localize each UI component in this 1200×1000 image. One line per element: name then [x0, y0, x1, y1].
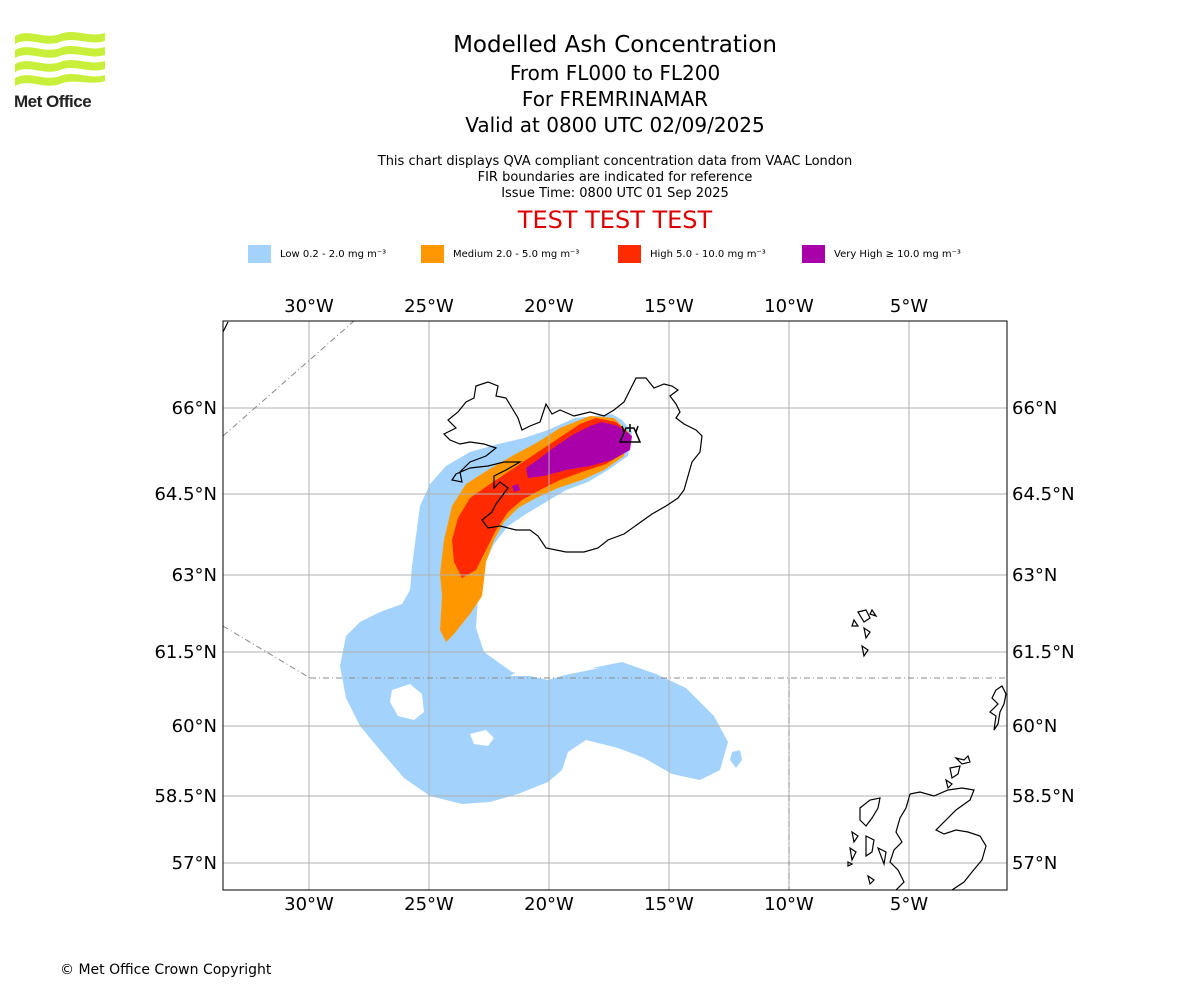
volcano-name: For FREMRINAMAR	[521, 87, 709, 111]
lat-label: 63°N	[1012, 565, 1057, 586]
lon-labels-bottom: 30°W 25°W 20°W 15°W 10°W 5°W	[284, 894, 928, 915]
graticule	[223, 321, 1007, 890]
lat-label: 57°N	[172, 853, 217, 874]
ash-gap-1	[390, 684, 424, 720]
lat-label: 58.5°N	[154, 786, 217, 807]
iceland-coast	[442, 377, 703, 553]
chart-header: Modelled Ash Concentration From FL000 to…	[300, 30, 930, 234]
copyright-notice: © Met Office Crown Copyright	[60, 962, 272, 978]
hebrides-coast	[847, 797, 887, 886]
lon-label: 10°W	[764, 296, 814, 317]
lon-label: 30°W	[284, 894, 334, 915]
test-banner: TEST TEST TEST	[517, 206, 713, 234]
legend-item-low: Low 0.2 - 2.0 mg m⁻³	[248, 244, 386, 264]
ash-low-islet	[730, 750, 742, 768]
description-line-2: FIR boundaries are indicated for referen…	[477, 170, 753, 185]
lon-label: 10°W	[764, 894, 814, 915]
lon-label: 25°W	[404, 894, 454, 915]
description-line-1: This chart displays QVA compliant concen…	[377, 154, 853, 169]
brand-name: Met Office	[14, 92, 92, 111]
met-office-logo: Met Office	[14, 30, 114, 114]
lon-label: 20°W	[524, 894, 574, 915]
lat-label: 66°N	[1012, 398, 1057, 419]
legend-label-very-high: Very High ≥ 10.0 mg m⁻³	[834, 248, 961, 260]
lat-label: 61.5°N	[1012, 642, 1075, 663]
lat-label: 58.5°N	[1012, 786, 1075, 807]
lat-label: 60°N	[1012, 716, 1057, 737]
map-frame	[222, 320, 1008, 891]
lat-label: 57°N	[1012, 853, 1057, 874]
ash-very-high-spot	[512, 484, 520, 492]
lat-label: 64.5°N	[154, 484, 217, 505]
flight-levels: From FL000 to FL200	[509, 61, 721, 85]
legend-swatch-medium	[421, 245, 444, 263]
lon-label: 5°W	[890, 894, 928, 915]
chart-title: Modelled Ash Concentration	[453, 32, 777, 58]
faroe-islands	[851, 608, 878, 658]
legend-item-medium: Medium 2.0 - 5.0 mg m⁻³	[421, 244, 579, 264]
legend-swatch-very-high	[802, 245, 825, 263]
lon-label: 30°W	[284, 296, 334, 317]
lon-label: 15°W	[644, 894, 694, 915]
scotland-coast	[889, 787, 987, 890]
greenland-coast	[223, 321, 229, 333]
lat-label: 66°N	[172, 398, 217, 419]
legend-label-medium: Medium 2.0 - 5.0 mg m⁻³	[453, 248, 580, 260]
lon-label: 20°W	[524, 296, 574, 317]
coastlines	[223, 321, 1007, 890]
volcano-icon	[618, 424, 642, 443]
legend-label-high: High 5.0 - 10.0 mg m⁻³	[650, 248, 766, 260]
lon-label: 15°W	[644, 296, 694, 317]
valid-time: Valid at 0800 UTC 02/09/2025	[465, 113, 765, 137]
lat-label: 64.5°N	[1012, 484, 1075, 505]
lon-label: 5°W	[890, 296, 928, 317]
ash-low-region	[340, 414, 728, 804]
ash-medium-region	[440, 416, 628, 642]
lat-label: 63°N	[172, 565, 217, 586]
logo-waves-icon	[15, 32, 105, 86]
shetland-coast	[989, 685, 1007, 731]
fir-boundaries	[223, 321, 1007, 890]
lat-label: 61.5°N	[154, 642, 217, 663]
ash-very-high-region	[526, 422, 632, 478]
lat-labels-left: 66°N 64.5°N 63°N 61.5°N 60°N 58.5°N 57°N	[154, 398, 217, 874]
legend-swatch-low	[248, 245, 271, 263]
lat-labels-right: 66°N 64.5°N 63°N 61.5°N 60°N 58.5°N 57°N	[1012, 398, 1075, 874]
legend-swatch-high	[618, 245, 641, 263]
issue-time: Issue Time: 0800 UTC 01 Sep 2025	[501, 186, 729, 201]
legend-item-very-high: Very High ≥ 10.0 mg m⁻³	[802, 244, 961, 264]
legend-label-low: Low 0.2 - 2.0 mg m⁻³	[280, 248, 387, 260]
ash-gap-3	[510, 668, 600, 676]
ash-gap-2	[470, 730, 494, 746]
lat-label: 60°N	[172, 716, 217, 737]
legend-item-high: High 5.0 - 10.0 mg m⁻³	[618, 244, 766, 264]
orkney-coast	[945, 754, 971, 790]
lon-labels-top: 30°W 25°W 20°W 15°W 10°W 5°W	[284, 296, 928, 317]
lon-label: 25°W	[404, 296, 454, 317]
